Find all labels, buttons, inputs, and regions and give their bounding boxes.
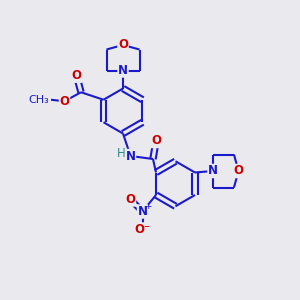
Text: O: O — [233, 164, 244, 178]
Text: O: O — [59, 95, 70, 108]
Text: N: N — [208, 164, 218, 178]
Text: O⁻: O⁻ — [134, 223, 151, 236]
Text: H: H — [116, 147, 125, 160]
Text: O: O — [125, 193, 136, 206]
Text: O: O — [71, 69, 82, 82]
Text: O: O — [151, 134, 161, 148]
Text: N: N — [118, 64, 128, 77]
Text: +: + — [144, 202, 152, 211]
Text: N: N — [137, 205, 148, 218]
Text: O: O — [118, 38, 128, 52]
Text: N: N — [125, 149, 136, 163]
Text: CH₃: CH₃ — [29, 95, 50, 105]
